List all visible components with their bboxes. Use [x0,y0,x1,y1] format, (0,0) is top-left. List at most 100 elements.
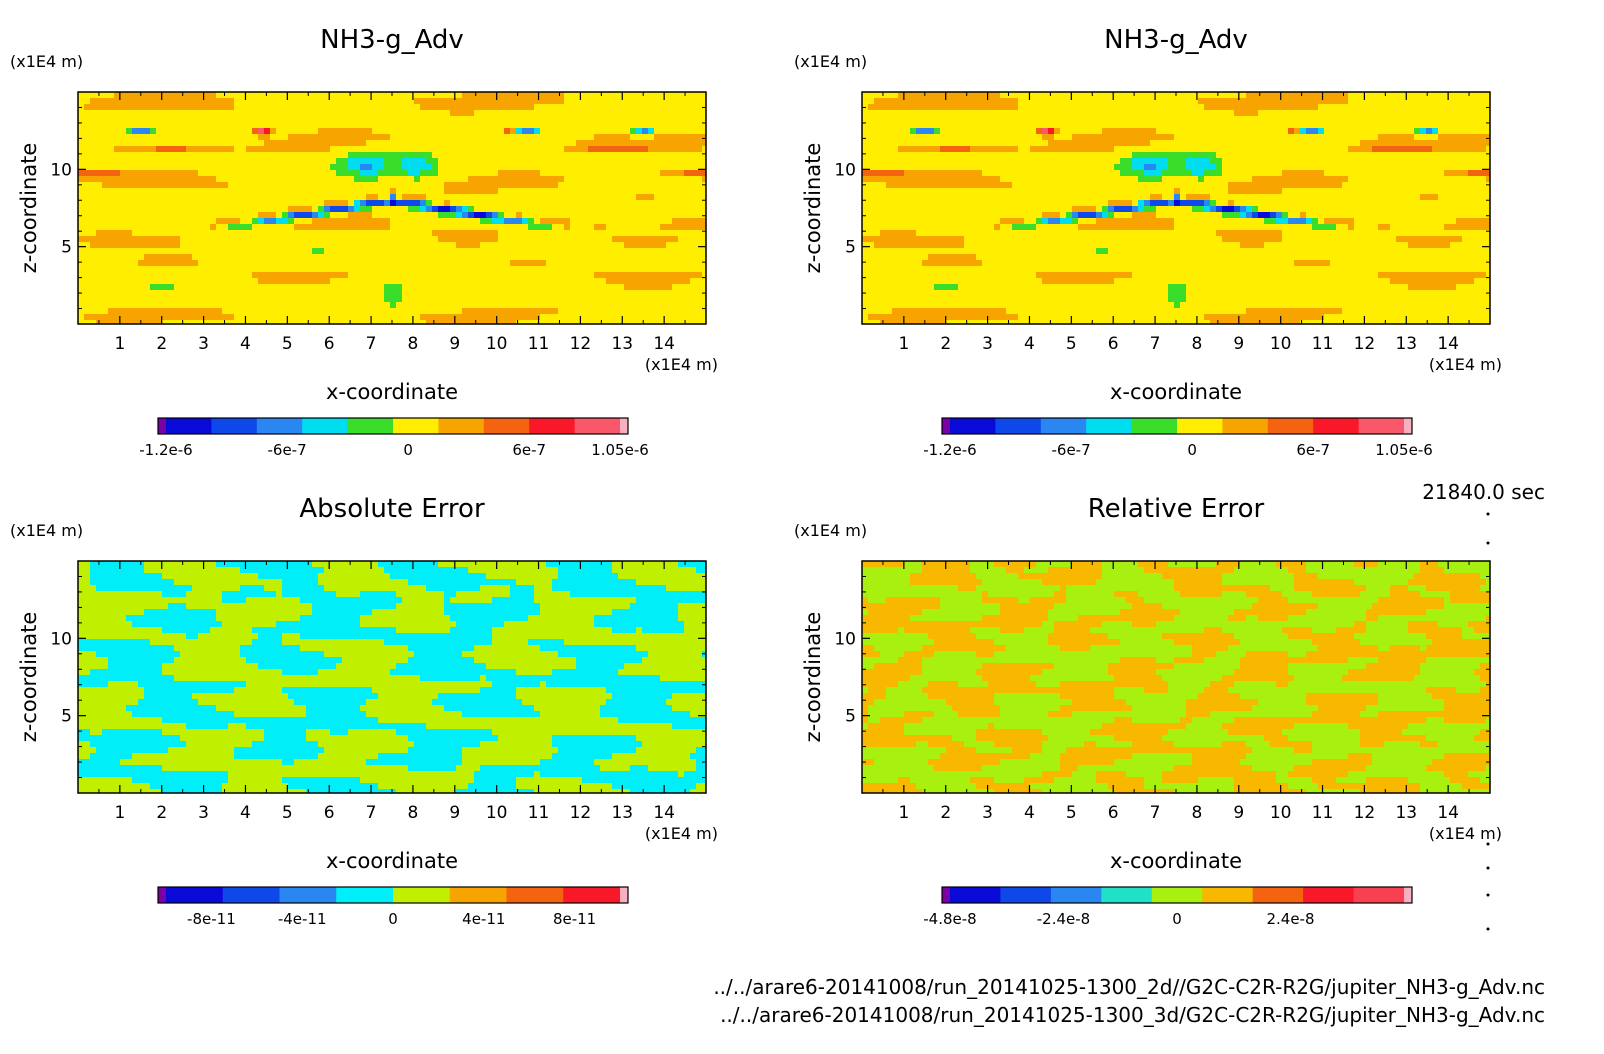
x-tick-label: 7 [366,334,377,354]
x-tick-label: 8 [1192,334,1203,354]
x-tick-label: 1 [898,803,909,823]
colorbar-swatch [438,418,485,434]
y-tick-label: 10 [50,160,72,180]
x-axis-label: x-coordinate [326,380,458,404]
colorbar-swatch [620,887,629,903]
colorbar-swatch [1313,418,1359,434]
x-tick-label: 11 [1312,334,1334,354]
colorbar-tick-label: -8e-11 [187,910,236,928]
file-path-2d: ../../arare6-20141008/run_20141025-1300_… [713,975,1545,999]
x-tick-label: 1 [114,334,125,354]
colorbar-swatch [347,418,394,434]
colorbar-swatch [1267,418,1314,434]
x-tick-label: 4 [240,803,251,823]
x-tick-label: 2 [156,334,167,354]
x-axis-label: x-coordinate [1110,849,1242,873]
colorbar-swatch [950,418,996,434]
colorbar-tick-label: -2.4e-8 [1037,910,1090,928]
x-tick-label: 9 [1233,803,1244,823]
colorbar-swatch [222,887,280,903]
y-axis-label: z-coordinate [17,612,41,743]
x-tick-label: 8 [408,334,419,354]
colorbar-swatch [166,887,224,903]
dot-mark [1486,541,1490,545]
x-tick-label: 3 [198,334,209,354]
colorbar-tick-label: 1.05e-6 [1375,441,1433,459]
x-tick-label: 4 [1024,334,1035,354]
x-tick-label: 6 [1108,334,1119,354]
dot-mark [1486,866,1490,870]
y-unit-label: (x1E4 m) [794,521,867,540]
colorbar-swatch [1101,887,1153,903]
y-unit-label: (x1E4 m) [794,52,867,71]
y-tick-label: 5 [845,238,856,258]
colorbar-swatch [1222,418,1269,434]
colorbar-swatch [1358,418,1405,434]
x-tick-label: 2 [940,803,951,823]
x-tick-label: 12 [570,803,592,823]
colorbar-tick-label: -6e-7 [267,441,306,459]
x-tick-label: 2 [156,803,167,823]
colorbar-swatch [1000,887,1052,903]
x-tick-label: 11 [1312,803,1334,823]
x-tick-label: 12 [570,334,592,354]
chart-title: NH3-g_Adv [320,25,464,55]
x-tick-label: 9 [1233,334,1244,354]
colorbar-swatch [1303,887,1354,903]
y-axis-label: z-coordinate [801,143,825,274]
x-tick-label: 2 [940,334,951,354]
colorbar-swatch [166,418,212,434]
x-tick-label: 10 [486,803,508,823]
x-axis-label: x-coordinate [1110,380,1242,404]
time-label: 21840.0 sec [1422,480,1545,504]
chart-title: Relative Error [1088,494,1265,524]
colorbar-swatch [529,418,575,434]
colorbar-tick-label: 0 [388,910,398,928]
x-unit-label: (x1E4 m) [1429,824,1502,843]
colorbar-swatch [1050,887,1102,903]
x-tick-label: 1 [898,334,909,354]
y-tick-label: 10 [50,629,72,649]
colorbar-swatch [1404,887,1413,903]
colorbar-swatch [1404,418,1413,434]
colorbar-swatch [574,418,621,434]
chart-title: Absolute Error [299,494,485,524]
x-tick-label: 4 [240,334,251,354]
colorbar: -4.8e-8 -2.4e-8 0 2.4e-8 [923,886,1413,928]
x-tick-label: 14 [653,803,675,823]
x-tick-label: 7 [1150,334,1161,354]
colorbar-tick-label: -4.8e-8 [923,910,976,928]
x-unit-label: (x1E4 m) [1429,355,1502,374]
colorbar-swatch [1252,887,1304,903]
file-path-3d: ../../arare6-20141008/run_20141025-1300_… [720,1003,1545,1027]
x-tick-label: 10 [1270,803,1292,823]
y-tick-label: 5 [845,707,856,727]
colorbar-swatch [995,418,1042,434]
colorbar-tick-label: -4e-11 [278,910,327,928]
x-tick-label: 9 [449,803,460,823]
colorbar-swatch [1040,418,1087,434]
x-tick-label: 12 [1354,803,1376,823]
dot-mark [1486,927,1490,931]
colorbar-frame [941,417,1413,435]
x-unit-label: (x1E4 m) [645,355,718,374]
field-raster [78,561,706,793]
colorbar-swatch [620,418,629,434]
colorbar-swatch [302,418,348,434]
x-tick-label: 8 [408,803,419,823]
x-tick-label: 3 [198,803,209,823]
colorbar-tick-label: -6e-7 [1051,441,1090,459]
x-tick-label: 3 [982,334,993,354]
y-axis-label: z-coordinate [17,143,41,274]
colorbar-swatch [1353,887,1405,903]
dot-mark [1486,512,1490,516]
x-tick-label: 13 [611,803,633,823]
colorbar-swatch [211,418,258,434]
colorbar-frame [157,417,629,435]
x-tick-label: 14 [1437,334,1459,354]
colorbar-tick-label: 1.05e-6 [591,441,649,459]
colorbar: -8e-11 -4e-11 0 4e-11 8e-11 [157,886,629,928]
